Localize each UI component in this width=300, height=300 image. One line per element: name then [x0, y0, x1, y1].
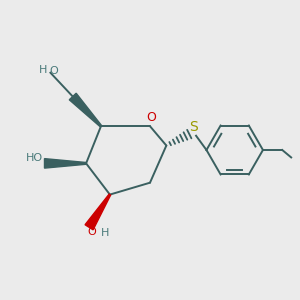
Text: O: O	[146, 111, 156, 124]
Text: HO: HO	[26, 153, 43, 163]
Text: S: S	[189, 120, 197, 134]
Text: H: H	[101, 228, 110, 238]
Polygon shape	[44, 159, 86, 168]
Polygon shape	[69, 93, 102, 127]
Polygon shape	[85, 194, 111, 230]
Text: O: O	[88, 227, 96, 237]
Text: H: H	[39, 65, 47, 75]
Text: O: O	[50, 66, 58, 76]
